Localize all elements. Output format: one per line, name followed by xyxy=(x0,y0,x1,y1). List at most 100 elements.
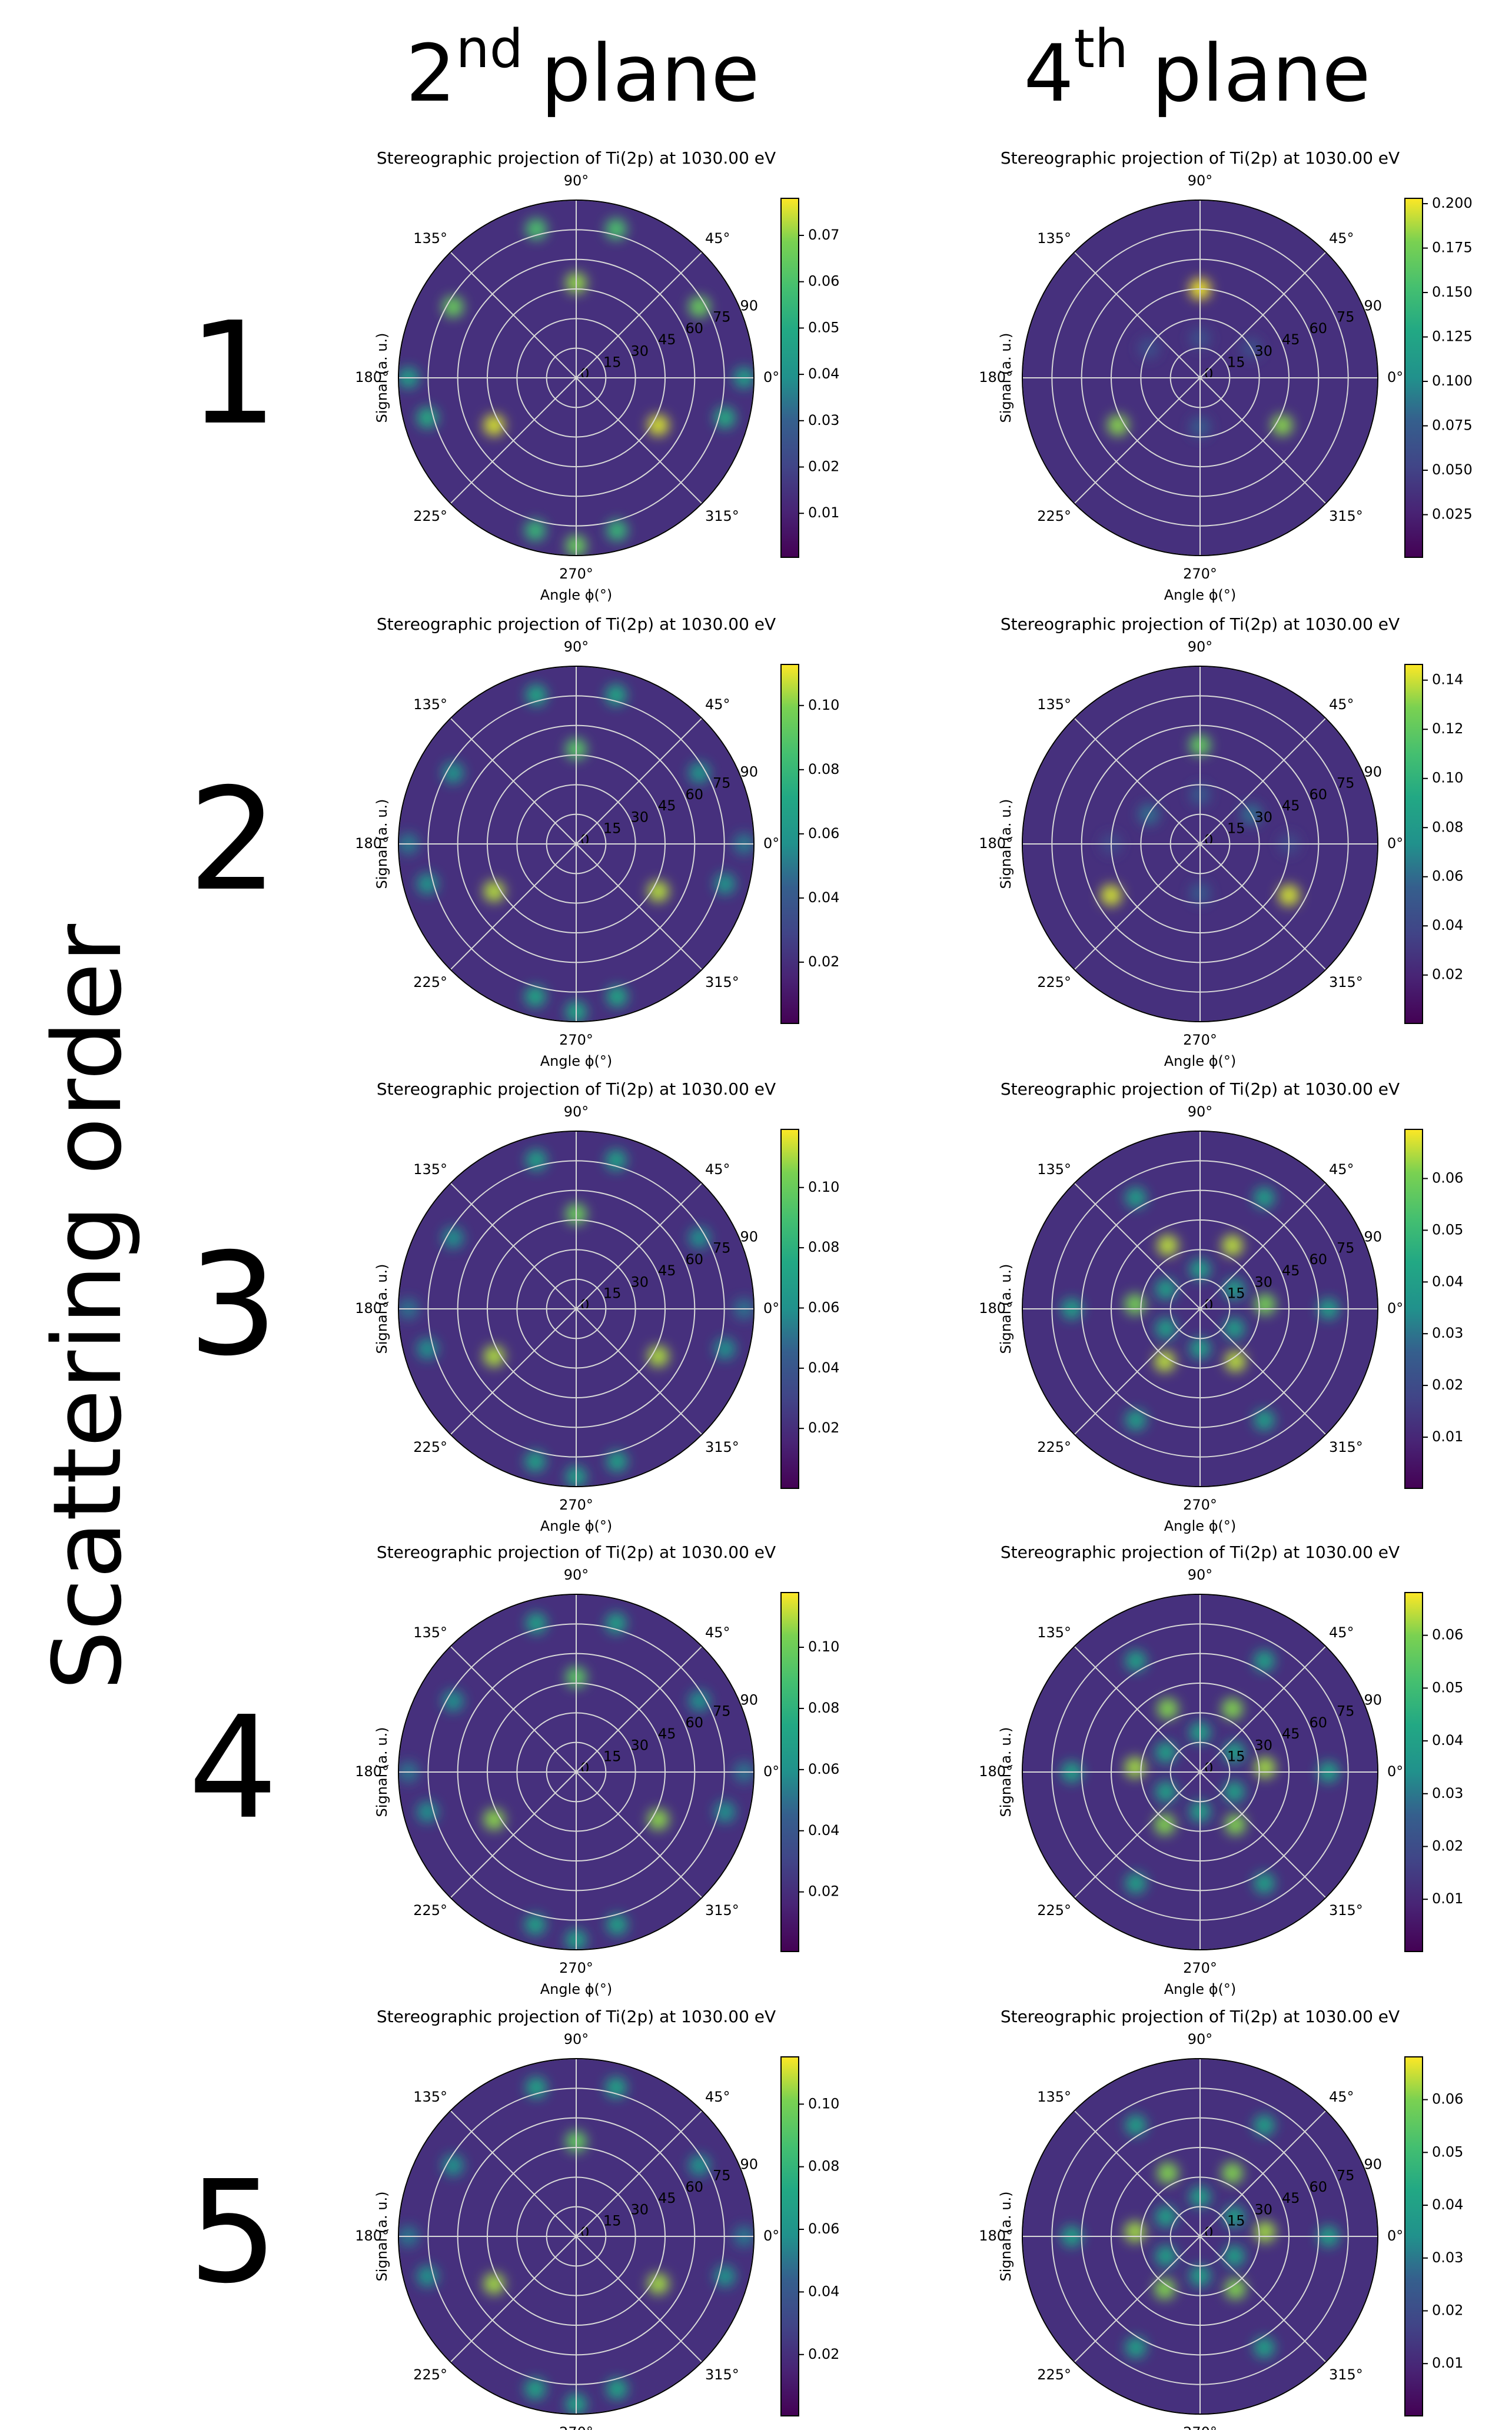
intensity-spot xyxy=(606,1451,628,1472)
theta-tick-label: 135° xyxy=(413,696,447,713)
r-tick-label: 60 xyxy=(1310,320,1328,337)
theta-tick-label: 315° xyxy=(1329,1902,1363,1919)
theta-tick-label: 180° xyxy=(355,1300,389,1317)
r-tick-label: 45 xyxy=(658,1262,676,1279)
row-label: 2 xyxy=(188,757,278,922)
r-tick-label: 15 xyxy=(1227,354,1245,371)
theta-tick-label: 225° xyxy=(413,508,447,524)
theta-tick-label: 90° xyxy=(1188,172,1213,189)
r-tick-label: 45 xyxy=(1282,331,1300,348)
colorbar-tick-label: 0.025 xyxy=(1432,506,1473,523)
theta-grid-line xyxy=(1074,2236,1201,2363)
colorbar-tick-label: 0.02 xyxy=(1432,1837,1463,1854)
intensity-spot xyxy=(1154,1351,1175,1372)
theta-tick-label: 180° xyxy=(979,1763,1013,1780)
colorbar xyxy=(780,664,799,1024)
theta-tick-label: 225° xyxy=(413,2366,447,2383)
intensity-spot xyxy=(483,414,505,436)
intensity-spot xyxy=(689,296,710,318)
header-word: plane xyxy=(1152,28,1371,119)
polar-plot: 0 15 30 45 60 75 90 90° 45° 0° 315° 270° 225° 180° 135… xyxy=(355,1543,839,1997)
r-tick-label: 60 xyxy=(686,2179,704,2195)
plot-frame xyxy=(398,1131,755,1487)
plot-frame xyxy=(1022,1594,1378,1950)
intensity-spot xyxy=(1221,2162,1243,2184)
colorbar-tick-label: 0.04 xyxy=(808,889,839,906)
r-tick-label: 45 xyxy=(658,797,676,814)
polar-plot: 0 15 30 45 60 75 90 90° 45° 0° 315° 270° 225° 180° 135… xyxy=(355,2007,839,2430)
intensity-spot xyxy=(442,296,464,318)
colorbar-tick-label: 0.06 xyxy=(808,1761,839,1777)
theta-grid-line xyxy=(1074,717,1201,845)
row-label: 4 xyxy=(188,1686,278,1850)
theta-tick-label: 180° xyxy=(355,2228,389,2244)
intensity-spot xyxy=(1155,1318,1177,1339)
r-tick-label: 75 xyxy=(713,1703,731,1720)
polar-plot: 0 15 30 45 60 75 90 90° 45° 0° 315° 270° 225° 180° 135… xyxy=(979,2007,1463,2430)
theta-grid-line xyxy=(1074,251,1201,378)
heatmap xyxy=(1061,1187,1340,1431)
theta-tick-label: 45° xyxy=(705,2089,730,2105)
r-tick-label: 0 xyxy=(580,365,589,382)
column-header: 2nd plane xyxy=(406,18,759,119)
theta-tick-label: 315° xyxy=(1329,2366,1363,2383)
r-tick-label: 0 xyxy=(580,2224,589,2240)
colorbar-tick-label: 0.04 xyxy=(1432,1732,1463,1748)
intensity-spot xyxy=(1107,414,1129,436)
theta-tick-label: 270° xyxy=(1183,1960,1217,1976)
intensity-spot xyxy=(1254,1650,1275,1672)
r-tick-label: 30 xyxy=(1255,809,1273,825)
intensity-spot xyxy=(442,2155,464,2176)
polar-plot: 0 15 30 45 60 75 90 90° 45° 0° 315° 270° 225° 180° 135… xyxy=(979,614,1463,1069)
intensity-spot xyxy=(689,1227,710,1249)
theta-tick-label: 45° xyxy=(1329,1161,1354,1178)
colorbar-tick-label: 0.04 xyxy=(808,1822,839,1839)
theta-tick-label: 0° xyxy=(1387,1763,1403,1780)
theta-tick-label: 180° xyxy=(979,835,1013,852)
theta-grid-line xyxy=(1074,1308,1201,1435)
theta-tick-label: 90° xyxy=(564,172,589,189)
theta-tick-label: 45° xyxy=(1329,230,1354,247)
intensity-spot xyxy=(647,1809,669,1830)
intensity-spot xyxy=(1155,1741,1177,1763)
header-suffix: nd xyxy=(456,18,523,80)
r-tick-label: 15 xyxy=(603,1285,622,1302)
plot-frame xyxy=(398,1594,755,1950)
intensity-spot xyxy=(417,1338,438,1359)
plot-frame xyxy=(1022,200,1378,556)
colorbar-tick-label: 0.02 xyxy=(1432,966,1463,983)
intensity-spot xyxy=(524,520,546,541)
colorbar-tick-label: 0.075 xyxy=(1432,417,1473,434)
theta-tick-label: 180° xyxy=(979,2228,1013,2244)
theta-grid-line xyxy=(1074,1182,1201,1309)
theta-tick-label: 45° xyxy=(1329,1624,1354,1641)
intensity-spot xyxy=(1157,2162,1179,2184)
theta-grid-line xyxy=(450,843,577,970)
r-tick-label: 90 xyxy=(1364,1691,1383,1708)
intensity-spot xyxy=(1254,2336,1275,2358)
theta-grid-line xyxy=(450,2110,577,2237)
intensity-spot xyxy=(1225,1351,1247,1372)
intensity-spot xyxy=(442,1227,464,1249)
r-tick-label: 0 xyxy=(580,1297,589,1313)
intensity-spot xyxy=(417,1801,438,1823)
r-tick-label: 0 xyxy=(580,1760,589,1776)
intensity-spot xyxy=(1157,1235,1179,1256)
r-tick-label: 75 xyxy=(713,1240,731,1256)
theta-grid-line xyxy=(450,2236,577,2363)
intensity-spot xyxy=(606,1914,628,1936)
intensity-spot xyxy=(605,1613,627,1634)
colorbar xyxy=(1404,1592,1423,1952)
intensity-spot xyxy=(605,2077,627,2099)
colorbar-tick-label: 0.05 xyxy=(1432,1679,1463,1696)
intensity-spot xyxy=(526,1613,547,1634)
theta-tick-label: 315° xyxy=(705,1902,739,1919)
theta-tick-label: 225° xyxy=(413,974,447,990)
colorbar-tick-label: 0.14 xyxy=(1432,672,1463,688)
y-axis-label: Signal (a. u.) xyxy=(374,1727,390,1817)
intensity-spot xyxy=(647,880,669,902)
r-tick-label: 75 xyxy=(1337,1240,1355,1256)
r-tick-label: 30 xyxy=(631,809,649,825)
theta-tick-label: 135° xyxy=(413,230,447,247)
